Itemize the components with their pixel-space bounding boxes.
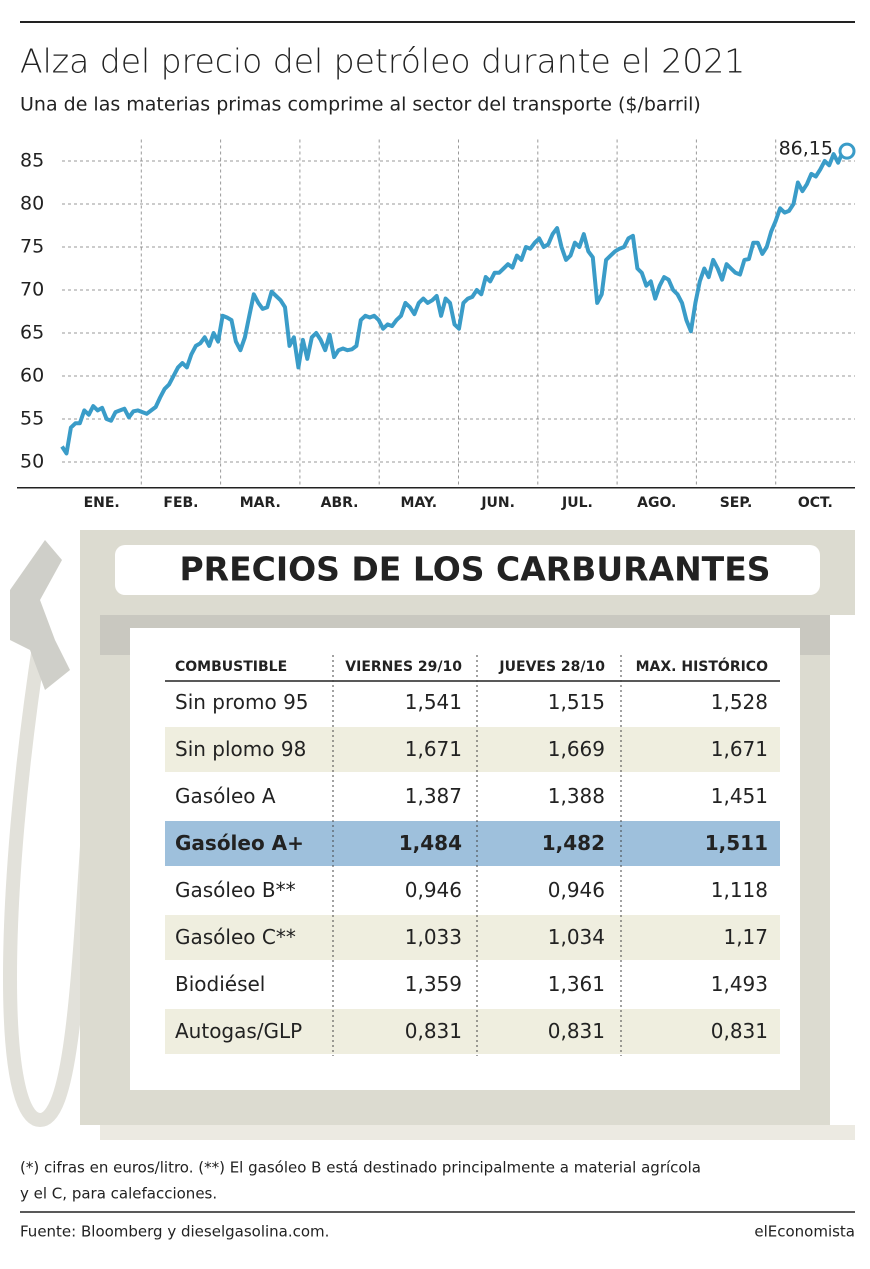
price-cell: 1,359 <box>405 972 462 996</box>
x-tick-label: AGO. <box>637 495 676 511</box>
column-header: COMBUSTIBLE <box>175 659 287 675</box>
fuel-name: Gasóleo B** <box>175 878 296 902</box>
x-tick-label: JUN. <box>480 495 515 511</box>
price-cell: 1,451 <box>711 784 768 808</box>
footnote: y el C, para calefacciones. <box>20 1185 217 1203</box>
line-chart: 50 55 60 65 70 75 80 85 ENE. FEB. MAR. ABR. MAY. JUN.… <box>17 138 856 511</box>
row-highlight <box>165 821 780 866</box>
row-band <box>165 915 780 960</box>
sign-label <box>115 545 820 595</box>
row-band <box>165 1009 780 1054</box>
annotation: 86,15 <box>779 138 833 160</box>
price-cell: 0,946 <box>405 878 462 902</box>
chart-title: Alza del precio del petróleo durante el … <box>20 42 745 81</box>
chart-subtitle: Una de las materias primas comprime al s… <box>20 94 701 116</box>
x-tick-label: MAY. <box>401 495 438 511</box>
nozzle <box>10 540 70 690</box>
price-cell: 0,831 <box>548 1019 605 1043</box>
x-tick-label: ABR. <box>321 495 359 511</box>
price-cell: 1,482 <box>542 831 605 855</box>
price-cell: 1,033 <box>405 925 462 949</box>
price-cell: 0,831 <box>711 1019 768 1043</box>
price-cell: 1,034 <box>548 925 605 949</box>
price-cell: 1,671 <box>711 737 768 761</box>
y-tick-label: 65 <box>20 322 44 344</box>
price-cell: 1,669 <box>548 737 605 761</box>
price-cell: 1,388 <box>548 784 605 808</box>
y-tick-label: 50 <box>20 451 44 473</box>
price-cell: 1,671 <box>405 737 462 761</box>
x-tick-label: FEB. <box>163 495 198 511</box>
fuel-name: Gasóleo C** <box>175 925 296 949</box>
y-tick-label: 85 <box>20 150 44 172</box>
pump-base <box>100 1125 855 1140</box>
fuel-name: Autogas/GLP <box>175 1019 302 1043</box>
price-cell: 0,946 <box>548 878 605 902</box>
end-marker <box>838 142 856 160</box>
column-header: VIERNES 29/10 <box>345 659 462 675</box>
price-cell: 1,17 <box>723 925 768 949</box>
source: Fuente: Bloomberg y dieselgasolina.com. <box>20 1223 329 1241</box>
footnote: (*) cifras en euros/litro. (**) El gasól… <box>20 1159 701 1177</box>
x-tick-label: ENE. <box>84 495 120 511</box>
fuel-name: Sin promo 95 <box>175 690 309 714</box>
column-header: JUEVES 28/10 <box>498 659 605 675</box>
x-tick-label: MAR. <box>240 495 281 511</box>
fuel-name: Sin plomo 98 <box>175 737 306 761</box>
x-tick-label: OCT. <box>798 495 833 511</box>
fuel-name: Gasóleo A+ <box>175 831 304 855</box>
fuel-table: COMBUSTIBLE VIERNES 29/10 JUEVES 28/10 MAX.… <box>165 655 780 1056</box>
price-cell: 1,387 <box>405 784 462 808</box>
fuel-name: Biodiésel <box>175 972 265 996</box>
price-cell: 1,511 <box>705 831 768 855</box>
price-cell: 0,831 <box>405 1019 462 1043</box>
y-tick-label: 55 <box>20 408 44 430</box>
fuel-name: Gasóleo A <box>175 784 276 808</box>
price-cell: 1,515 <box>548 690 605 714</box>
price-cell: 1,118 <box>711 878 768 902</box>
price-cell: 1,493 <box>711 972 768 996</box>
y-tick-label: 60 <box>20 365 44 387</box>
brand: elEconomista <box>754 1223 855 1241</box>
x-tick-label: SEP. <box>720 495 753 511</box>
price-cell: 1,361 <box>548 972 605 996</box>
price-line <box>60 149 848 456</box>
price-cell: 1,541 <box>405 690 462 714</box>
y-tick-label: 70 <box>20 279 44 301</box>
price-cell: 1,528 <box>711 690 768 714</box>
column-header: MAX. HISTÓRICO <box>636 657 768 675</box>
y-tick-label: 75 <box>20 236 44 258</box>
price-cell: 1,484 <box>399 831 462 855</box>
table-title: PRECIOS DE LOS CARBURANTES <box>179 550 770 589</box>
row-band <box>165 727 780 772</box>
y-tick-label: 80 <box>20 193 44 215</box>
x-tick-label: JUL. <box>561 495 593 511</box>
